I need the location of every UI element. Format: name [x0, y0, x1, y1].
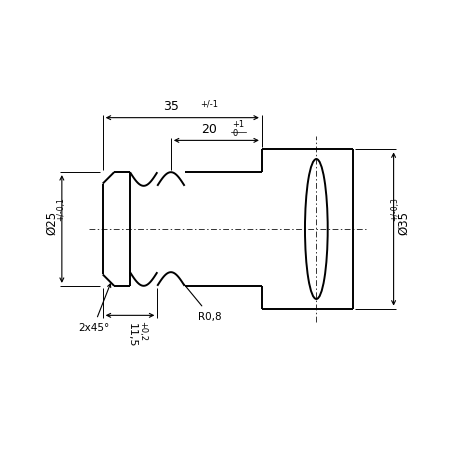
Text: +0,2: +0,2: [138, 320, 147, 340]
Text: 2x45°: 2x45°: [78, 284, 111, 332]
Text: 0: 0: [232, 129, 237, 137]
Text: 11,5: 11,5: [127, 323, 137, 347]
Text: +/-1: +/-1: [200, 100, 218, 108]
Text: 20: 20: [201, 123, 217, 136]
Text: Ø25: Ø25: [45, 211, 58, 235]
Text: +/-0,3: +/-0,3: [390, 197, 398, 221]
Text: +/-0,1: +/-0,1: [56, 197, 65, 221]
Text: +1: +1: [232, 119, 244, 129]
Text: 35: 35: [162, 100, 179, 113]
Text: R0,8: R0,8: [184, 285, 221, 321]
Text: Ø35: Ø35: [396, 211, 409, 235]
